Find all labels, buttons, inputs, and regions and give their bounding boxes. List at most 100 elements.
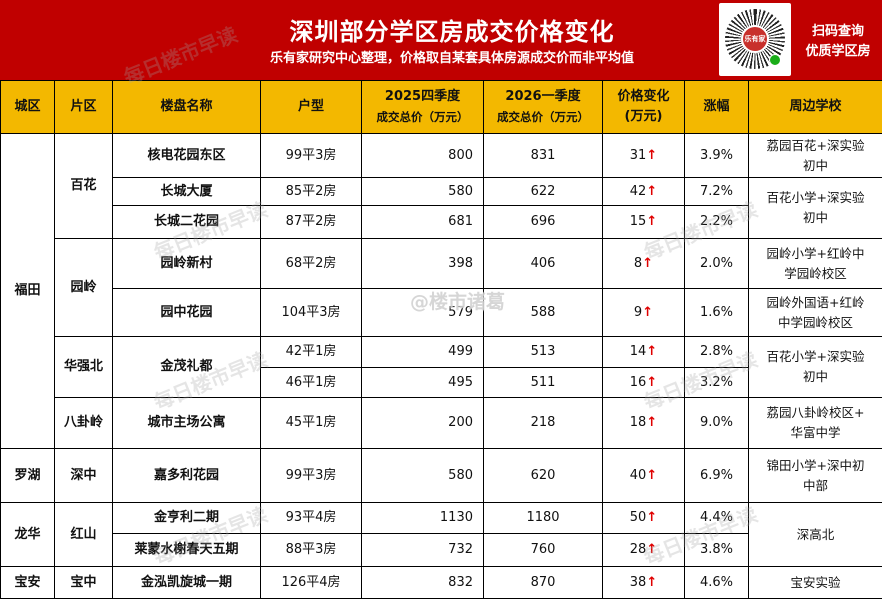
cell-layout: 45平1房 bbox=[260, 397, 362, 449]
table-row: 罗湖 深中 嘉多利花园 99平3房 580 620 40↑ 6.9% 锦田小学+… bbox=[0, 448, 882, 503]
page-subtitle: 乐有家研究中心整理，价格取自某套具体房源成交价而非平均值 bbox=[269, 51, 634, 66]
brand-logo-icon: 乐有家 bbox=[741, 25, 769, 53]
table-row: 长城大厦 85平2房 580 622 42↑ 7.2% 百花小学+深实验 初中 bbox=[1, 177, 882, 239]
cell-pct: 2.2% bbox=[684, 205, 749, 239]
header-estate: 楼盘名称 bbox=[112, 80, 261, 134]
cell-q1-2026: 513 bbox=[483, 336, 603, 368]
table-row: 长城二花园 87平2房 681 696 15↑ 2.2% bbox=[1, 205, 882, 239]
school-line1: 荔园八卦岭校区+ bbox=[766, 405, 865, 420]
cell-schools: 深高北 bbox=[748, 502, 882, 567]
header-change: 价格变化 (万元) bbox=[602, 80, 685, 134]
change-value: 18 bbox=[629, 415, 647, 430]
table-row: 龙华 红山 金亨利二期 93平4房 1130 1180 50↑ 4.4% 深高北 bbox=[0, 502, 882, 567]
cell-area: 百花 bbox=[54, 133, 113, 239]
change-value: 28 bbox=[629, 542, 647, 557]
cell-district: 罗湖 bbox=[0, 448, 55, 503]
change-value: 31 bbox=[629, 147, 647, 163]
cell-q4-2025: 800 bbox=[361, 133, 484, 178]
cell-q4-2025: 681 bbox=[361, 205, 484, 239]
cell-area: 园岭 bbox=[54, 238, 113, 337]
cell-layout: 99平3房 bbox=[260, 133, 362, 178]
school-line2: 初中 bbox=[802, 210, 828, 225]
cell-q4-2025: 499 bbox=[361, 336, 484, 368]
cell-layout: 104平3房 bbox=[260, 288, 362, 337]
cell-pct: 1.6% bbox=[684, 288, 749, 337]
cell-area: 八卦岭 bbox=[54, 397, 113, 449]
cell-area: 深中 bbox=[54, 448, 113, 503]
cell-layout: 93平4房 bbox=[260, 502, 362, 534]
cell-estate: 金亨利二期 bbox=[112, 502, 261, 534]
scan-prompt: 扫码查询 优质学区房 bbox=[798, 22, 878, 62]
cell-change: 38↑ bbox=[602, 566, 685, 599]
cell-schools: 百花小学+深实验 初中 bbox=[748, 336, 882, 398]
table-header-row: 城区 片区 楼盘名称 户型 2025四季度 成交总价（万元） 2026一季度 成交总… bbox=[0, 80, 882, 134]
cell-change: 8↑ bbox=[602, 238, 685, 289]
cell-estate: 金茂礼都 bbox=[112, 336, 261, 398]
school-line1: 园岭小学+红岭中 bbox=[766, 245, 865, 261]
cell-schools: 宝安实验 bbox=[748, 566, 882, 599]
cell-q4-2025: 398 bbox=[361, 238, 484, 289]
scan-prompt-line2: 优质学区房 bbox=[805, 44, 871, 59]
cell-q4-2025: 580 bbox=[361, 448, 484, 503]
cell-q4-2025: 580 bbox=[361, 177, 484, 206]
cell-estate: 嘉多利花园 bbox=[112, 448, 261, 503]
arrow-up-icon: ↑ bbox=[646, 574, 658, 590]
cell-change: 50↑ bbox=[602, 502, 685, 534]
header-layout: 户型 bbox=[260, 80, 362, 134]
header-schools: 周边学校 bbox=[748, 80, 882, 134]
cell-area: 红山 bbox=[54, 502, 113, 567]
header-q4-2025-line1: 2025四季度 bbox=[384, 89, 461, 104]
cell-layout: 85平2房 bbox=[260, 177, 362, 206]
header-q1-2026: 2026一季度 成交总价（万元） bbox=[483, 80, 603, 134]
table-row: 宝安 宝中 金泓凯旋城一期 126平4房 832 870 38↑ 4.6% 宝安… bbox=[0, 566, 882, 599]
table-row: 八卦岭 城市主场公寓 45平1房 200 218 18↑ 9.0% 荔园八卦岭校… bbox=[1, 397, 882, 449]
cell-q1-2026: 620 bbox=[483, 448, 603, 503]
cell-schools: 园岭小学+红岭中 学园岭校区 bbox=[748, 238, 882, 289]
qr-code[interactable]: 乐有家 bbox=[719, 3, 791, 76]
cell-schools: 百花小学+深实验 初中 bbox=[748, 177, 882, 239]
change-value: 9 bbox=[633, 304, 643, 320]
header-change-line2: (万元) bbox=[624, 109, 663, 124]
school-district-price-table: 城区 片区 楼盘名称 户型 2025四季度 成交总价（万元） 2026一季度 成交总… bbox=[0, 80, 882, 599]
cell-q4-2025: 495 bbox=[361, 367, 484, 398]
cell-q4-2025: 200 bbox=[361, 397, 484, 449]
cell-estate: 园岭新村 bbox=[112, 238, 261, 289]
header-change-line1: 价格变化 bbox=[617, 89, 670, 104]
cell-district: 福田 bbox=[0, 133, 55, 449]
change-value: 8 bbox=[633, 255, 643, 271]
header-q1-2026-line2: 成交总价（万元） bbox=[497, 110, 589, 124]
cell-layout: 42平1房 bbox=[260, 336, 362, 368]
arrow-up-icon: ↑ bbox=[646, 542, 658, 557]
cell-estate: 城市主场公寓 bbox=[112, 397, 261, 449]
table-row: 莱蒙水榭春天五期 88平3房 732 760 28↑ 3.8% bbox=[1, 533, 882, 567]
scan-prompt-line1: 扫码查询 bbox=[811, 24, 864, 39]
cell-change: 40↑ bbox=[602, 448, 685, 503]
cell-q1-2026: 218 bbox=[483, 397, 603, 449]
cell-pct: 7.2% bbox=[684, 177, 749, 206]
school-line1: 百花小学+深实验 bbox=[766, 190, 865, 205]
change-value: 15 bbox=[629, 214, 647, 229]
cell-pct: 6.9% bbox=[684, 448, 749, 503]
school-line2: 学园岭校区 bbox=[784, 265, 847, 281]
cell-q1-2026: 760 bbox=[483, 533, 603, 567]
cell-change: 42↑ bbox=[602, 177, 685, 206]
cell-q4-2025: 1130 bbox=[361, 502, 484, 534]
table-row: 福田 百花 核电花园东区 99平3房 800 831 31↑ 3.9% 荔园百花… bbox=[0, 133, 882, 449]
arrow-up-icon: ↑ bbox=[642, 304, 654, 320]
cell-change: 9↑ bbox=[602, 288, 685, 337]
cell-q1-2026: 622 bbox=[483, 177, 603, 206]
cell-layout: 99平3房 bbox=[260, 448, 362, 503]
header-pct: 涨幅 bbox=[684, 80, 749, 134]
cell-q4-2025: 732 bbox=[361, 533, 484, 567]
cell-q1-2026: 831 bbox=[483, 133, 603, 178]
cell-estate: 长城大厦 bbox=[112, 177, 261, 206]
cell-change: 15↑ bbox=[602, 205, 685, 239]
cell-q1-2026: 511 bbox=[483, 367, 603, 398]
cell-estate: 园中花园 bbox=[112, 288, 261, 337]
cell-change: 18↑ bbox=[602, 397, 685, 449]
header-q1-2026-line1: 2026一季度 bbox=[505, 89, 581, 104]
school-line1: 园岭外国语+红岭 bbox=[766, 294, 865, 310]
cell-schools: 荔园八卦岭校区+ 华富中学 bbox=[748, 397, 882, 449]
cell-layout: 88平3房 bbox=[260, 533, 362, 567]
cell-district: 宝安 bbox=[0, 566, 55, 599]
